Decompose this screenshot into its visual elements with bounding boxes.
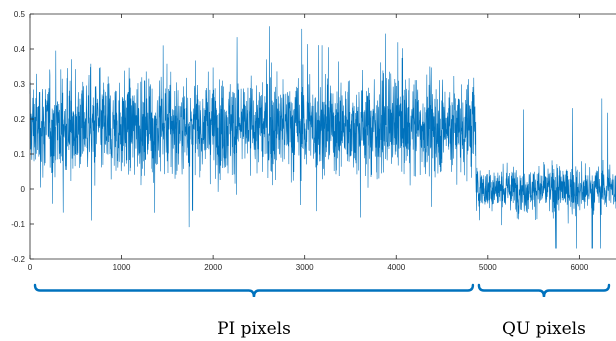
y-tick-label: 0 <box>21 185 26 194</box>
x-tick-label: 6000 <box>570 263 588 272</box>
y-tick-label: 0.3 <box>14 80 26 89</box>
y-axis-ticks: -0.2 -0.1 0 0.1 0.2 0.3 0.4 0.5 <box>11 10 34 264</box>
series-line <box>29 26 616 249</box>
y-tick-label: -0.2 <box>11 255 25 264</box>
x-tick-label: 3000 <box>296 263 314 272</box>
axes <box>29 13 616 260</box>
x-tick-label: 2000 <box>204 263 222 272</box>
x-tick-label: 4000 <box>387 263 405 272</box>
brace <box>477 283 611 298</box>
brace <box>33 283 475 298</box>
x-tick-label: 0 <box>28 263 33 272</box>
brace-label: QU pixels <box>502 319 586 339</box>
y-tick-label: 0.1 <box>14 150 26 159</box>
x-tick-label: 1000 <box>113 263 131 272</box>
x-tick-label: 5000 <box>479 263 497 272</box>
y-tick-label: 0.4 <box>14 45 26 54</box>
y-tick-label: 0.5 <box>14 10 26 19</box>
brace-label: PI pixels <box>217 319 291 339</box>
plot-area <box>29 13 616 260</box>
y-tick-label: -0.1 <box>11 220 25 229</box>
x-axis-ticks: 0 1000 2000 3000 4000 5000 6000 <box>28 14 589 272</box>
annotations: PI pixels QU pixels <box>33 283 611 339</box>
y-tick-label: 0.2 <box>14 115 26 124</box>
